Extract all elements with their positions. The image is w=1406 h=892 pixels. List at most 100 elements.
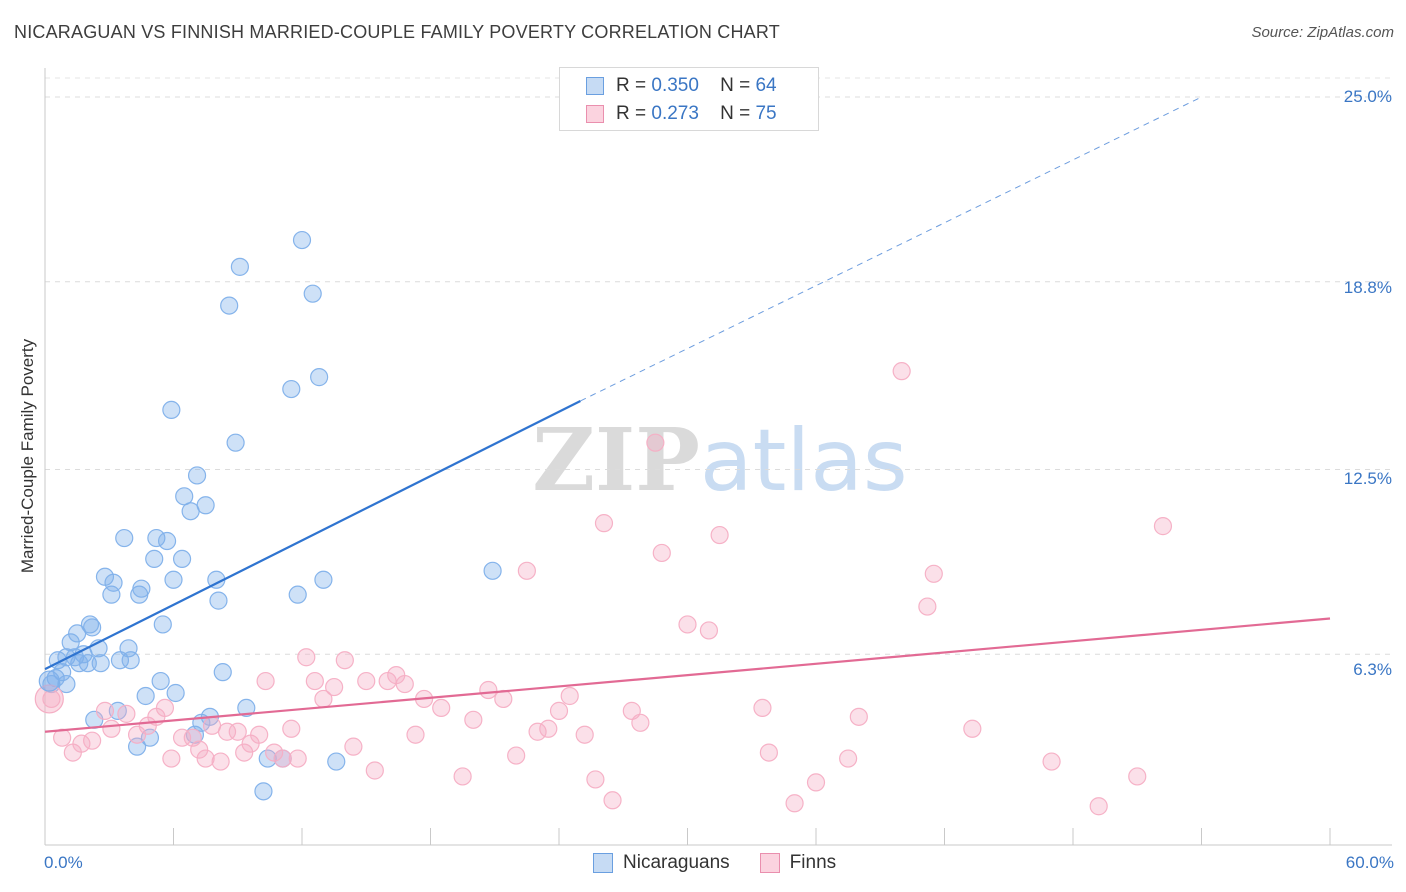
point-finns — [228, 722, 247, 741]
point-nicaraguans — [187, 466, 207, 485]
legend-n-value: 75 — [755, 103, 777, 124]
point-nicaraguans — [162, 400, 181, 419]
point-finns — [357, 671, 376, 691]
point-finns — [924, 564, 943, 583]
point-finns — [305, 671, 324, 691]
point-nicaraguans — [83, 618, 102, 637]
point-nicaraguans — [310, 368, 329, 387]
point-finns — [494, 689, 513, 709]
point-nicaraguans — [121, 651, 140, 670]
point-finns — [603, 791, 622, 810]
point-finns — [699, 621, 719, 640]
point-finns — [479, 680, 498, 700]
point-finns — [211, 752, 230, 771]
point-finns — [282, 719, 301, 738]
stats-legend: R = 0.350 N = 64 R = 0.273 N = 75 — [559, 67, 819, 131]
point-finns — [560, 686, 579, 706]
point-finns — [196, 749, 215, 768]
point-finns — [507, 746, 526, 765]
point-nicaraguans — [303, 284, 322, 303]
point-nicaraguans — [292, 230, 312, 250]
legend-item-finns[interactable]: Finns — [759, 852, 837, 874]
point-finns — [235, 743, 254, 762]
point-finns — [72, 734, 91, 753]
point-nicaraguans — [145, 549, 164, 569]
y-tick-label: 12.5% — [1343, 469, 1392, 488]
legend-n-value: 64 — [755, 75, 777, 96]
point-finns — [344, 737, 363, 756]
point-nicaraguans — [254, 782, 273, 801]
point-finns — [517, 561, 536, 580]
point-finns — [288, 749, 307, 768]
point-nicaraguans — [209, 591, 228, 610]
y-tick-label: 6.3% — [1353, 660, 1392, 679]
point-finns — [297, 648, 316, 667]
point-finns — [335, 651, 354, 670]
point-finns — [586, 770, 605, 789]
legend-n-label: N = — [720, 103, 751, 124]
point-finns — [646, 433, 665, 452]
y-tick-label: 18.8% — [1343, 278, 1392, 297]
point-finns — [406, 725, 425, 744]
point-nicaraguans — [164, 570, 183, 589]
point-finns — [395, 674, 414, 694]
point-finns — [1089, 797, 1108, 816]
legend-swatch-finns — [586, 105, 604, 123]
point-finns — [1153, 517, 1173, 536]
point-nicaraguans — [104, 573, 123, 592]
point-nicaraguans — [166, 683, 185, 703]
point-finns — [918, 597, 937, 616]
legend-r-label: R = — [616, 103, 647, 124]
point-finns — [539, 719, 558, 738]
point-nicaraguans — [288, 585, 307, 604]
point-nicaraguans — [61, 633, 80, 652]
point-finns — [963, 719, 982, 738]
legend-r-value: 0.273 — [651, 103, 699, 124]
x-tick-label-max: 60.0% — [1345, 853, 1394, 872]
legend-label: Nicaraguans — [623, 852, 730, 873]
point-finns — [190, 740, 209, 759]
point-finns — [785, 794, 804, 813]
point-finns — [102, 719, 121, 738]
point-finns — [631, 713, 650, 732]
point-finns — [549, 701, 569, 720]
point-nicaraguans — [153, 615, 172, 634]
point-finns — [806, 773, 826, 792]
point-finns — [528, 722, 547, 741]
point-finns — [839, 749, 858, 768]
point-finns — [464, 710, 483, 729]
legend-r-value: 0.350 — [651, 75, 699, 96]
point-nicaraguans — [226, 433, 245, 452]
point-nicaraguans — [57, 674, 76, 694]
series-legend: Nicaraguans Finns — [593, 852, 866, 874]
point-nicaraguans — [483, 561, 502, 580]
point-finns — [250, 725, 269, 744]
x-tick-label-min: 0.0% — [44, 853, 83, 872]
legend-row-finns: R = 0.273 N = 75 — [586, 102, 777, 126]
point-finns — [753, 698, 772, 718]
point-nicaraguans — [230, 257, 249, 276]
point-finns — [83, 731, 102, 750]
point-nicaraguans — [196, 496, 215, 515]
point-finns — [117, 704, 136, 723]
point-finns — [256, 671, 275, 691]
point-nicaraguans — [172, 549, 192, 569]
point-finns — [849, 707, 868, 726]
watermark: ZIPatlas — [532, 410, 908, 511]
point-finns — [325, 677, 344, 697]
point-nicaraguans — [327, 752, 346, 771]
point-finns — [594, 514, 614, 533]
legend-r-label: R = — [616, 75, 647, 96]
legend-item-nicaraguans[interactable]: Nicaraguans — [593, 852, 730, 874]
point-finns — [1042, 752, 1061, 771]
point-finns — [1128, 767, 1147, 786]
point-finns — [892, 362, 911, 381]
point-nicaraguans — [282, 379, 301, 399]
point-nicaraguans — [78, 654, 97, 673]
point-nicaraguans — [132, 579, 151, 598]
point-finns — [678, 615, 697, 634]
point-finns — [155, 698, 175, 718]
point-finns — [652, 543, 671, 563]
point-nicaraguans — [136, 686, 155, 706]
legend-label: Finns — [789, 852, 837, 873]
